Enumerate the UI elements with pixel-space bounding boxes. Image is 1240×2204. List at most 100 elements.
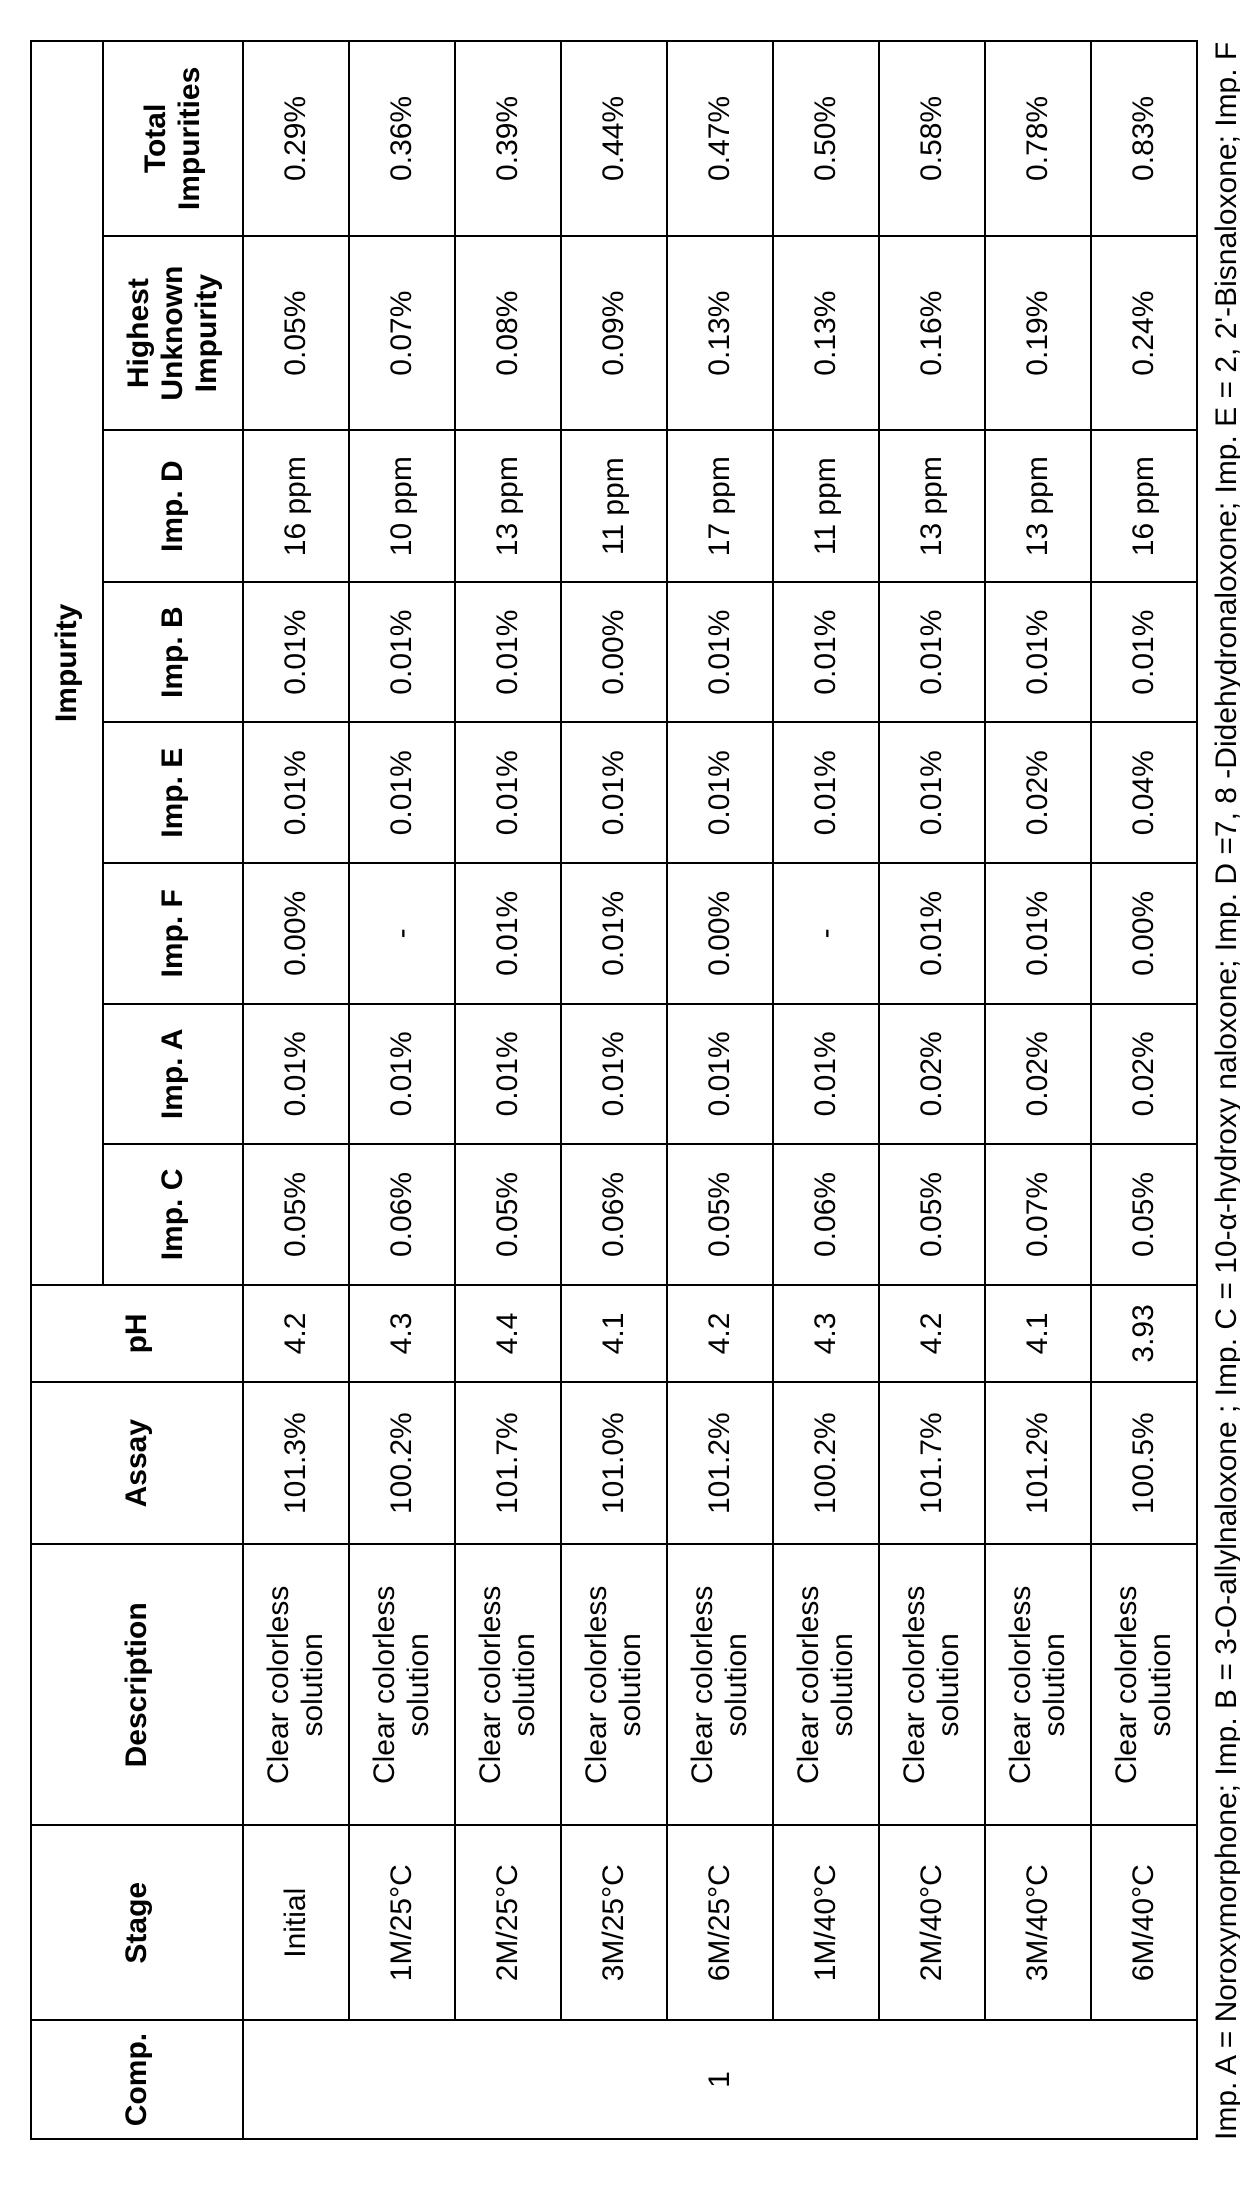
table-row: 2M/25°CClear colorless solution101.7%4.4… <box>455 41 561 2139</box>
cell-hui: 0.24% <box>1091 236 1197 431</box>
impurity-footnote: Imp. A = Noroxymorphone; Imp. B = 3-O-al… <box>1206 40 1240 2140</box>
cell-impD: 11 ppm <box>773 430 879 581</box>
cell-impD: 16 ppm <box>1091 430 1197 581</box>
cell-total: 0.36% <box>349 41 455 236</box>
cell-total: 0.39% <box>455 41 561 236</box>
header-comp: Comp. <box>31 2020 243 2139</box>
cell-desc: Clear colorless solution <box>879 1544 985 1825</box>
table-row: 6M/25°CClear colorless solution101.2%4.2… <box>667 41 773 2139</box>
cell-impA: 0.01% <box>561 1004 667 1145</box>
cell-ph: 4.2 <box>243 1285 349 1382</box>
cell-impE: 0.02% <box>985 722 1091 863</box>
cell-impF: - <box>349 863 455 1004</box>
header-impa: Imp. A <box>103 1004 243 1145</box>
cell-stage: 1M/40°C <box>773 1825 879 2020</box>
cell-assay: 100.2% <box>773 1382 879 1544</box>
cell-stage: 3M/40°C <box>985 1825 1091 2020</box>
cell-impC: 0.05% <box>455 1144 561 1285</box>
table-row: 3M/40°CClear colorless solution101.2%4.1… <box>985 41 1091 2139</box>
cell-impF: 0.01% <box>879 863 985 1004</box>
cell-impE: 0.01% <box>243 722 349 863</box>
comp-cell: 1 <box>243 2020 1197 2139</box>
cell-impB: 0.01% <box>985 582 1091 723</box>
cell-total: 0.50% <box>773 41 879 236</box>
cell-assay: 100.2% <box>349 1382 455 1544</box>
cell-desc: Clear colorless solution <box>243 1544 349 1825</box>
cell-stage: 1M/25°C <box>349 1825 455 2020</box>
cell-impB: 0.01% <box>773 582 879 723</box>
cell-hui: 0.19% <box>985 236 1091 431</box>
header-impb: Imp. B <box>103 582 243 723</box>
cell-impB: 0.01% <box>243 582 349 723</box>
cell-impA: 0.02% <box>985 1004 1091 1145</box>
stability-data-table: Comp. Stage Description Assay pH Impurit… <box>30 40 1198 2140</box>
cell-desc: Clear colorless solution <box>667 1544 773 1825</box>
header-impurity-group: Impurity <box>31 41 103 1285</box>
cell-impC: 0.05% <box>879 1144 985 1285</box>
cell-impC: 0.06% <box>349 1144 455 1285</box>
cell-assay: 101.2% <box>985 1382 1091 1544</box>
cell-impD: 17 ppm <box>667 430 773 581</box>
header-assay: Assay <box>31 1382 243 1544</box>
cell-impA: 0.01% <box>243 1004 349 1145</box>
header-impf: Imp. F <box>103 863 243 1004</box>
table-row: 3M/25°CClear colorless solution101.0%4.1… <box>561 41 667 2139</box>
table-row: 1M/25°CClear colorless solution100.2%4.3… <box>349 41 455 2139</box>
header-total: Total Impurities <box>103 41 243 236</box>
cell-assay: 101.0% <box>561 1382 667 1544</box>
cell-ph: 4.1 <box>561 1285 667 1382</box>
cell-impB: 0.01% <box>349 582 455 723</box>
cell-hui: 0.05% <box>243 236 349 431</box>
cell-impD: 11 ppm <box>561 430 667 581</box>
cell-impA: 0.01% <box>455 1004 561 1145</box>
cell-impF: - <box>773 863 879 1004</box>
cell-impC: 0.06% <box>773 1144 879 1285</box>
cell-impE: 0.01% <box>773 722 879 863</box>
cell-impA: 0.01% <box>349 1004 455 1145</box>
cell-ph: 4.2 <box>667 1285 773 1382</box>
table-row: 2M/40°CClear colorless solution101.7%4.2… <box>879 41 985 2139</box>
header-impc: Imp. C <box>103 1144 243 1285</box>
cell-impE: 0.04% <box>1091 722 1197 863</box>
cell-hui: 0.08% <box>455 236 561 431</box>
cell-impE: 0.01% <box>561 722 667 863</box>
cell-impF: 0.00% <box>243 863 349 1004</box>
cell-impB: 0.01% <box>879 582 985 723</box>
cell-total: 0.58% <box>879 41 985 236</box>
cell-ph: 4.3 <box>773 1285 879 1382</box>
cell-stage: 2M/25°C <box>455 1825 561 2020</box>
cell-impF: 0.00% <box>667 863 773 1004</box>
cell-assay: 101.7% <box>879 1382 985 1544</box>
cell-impC: 0.05% <box>1091 1144 1197 1285</box>
cell-hui: 0.16% <box>879 236 985 431</box>
cell-stage: 2M/40°C <box>879 1825 985 2020</box>
cell-assay: 101.7% <box>455 1382 561 1544</box>
cell-hui: 0.09% <box>561 236 667 431</box>
cell-assay: 100.5% <box>1091 1382 1197 1544</box>
table-row: 6M/40°CClear colorless solution100.5%3.9… <box>1091 41 1197 2139</box>
cell-impF: 0.01% <box>561 863 667 1004</box>
cell-desc: Clear colorless solution <box>1091 1544 1197 1825</box>
cell-desc: Clear colorless solution <box>561 1544 667 1825</box>
cell-total: 0.83% <box>1091 41 1197 236</box>
cell-impD: 13 ppm <box>455 430 561 581</box>
cell-ph: 4.3 <box>349 1285 455 1382</box>
cell-desc: Clear colorless solution <box>349 1544 455 1825</box>
cell-impE: 0.01% <box>667 722 773 863</box>
cell-stage: Initial <box>243 1825 349 2020</box>
header-hui: Highest Unknown Impurity <box>103 236 243 431</box>
cell-total: 0.78% <box>985 41 1091 236</box>
cell-impF: 0.00% <box>1091 863 1197 1004</box>
header-description: Description <box>31 1544 243 1825</box>
cell-total: 0.47% <box>667 41 773 236</box>
cell-impD: 16 ppm <box>243 430 349 581</box>
cell-impB: 0.01% <box>455 582 561 723</box>
cell-stage: 6M/40°C <box>1091 1825 1197 2020</box>
cell-hui: 0.07% <box>349 236 455 431</box>
cell-impC: 0.05% <box>667 1144 773 1285</box>
cell-hui: 0.13% <box>773 236 879 431</box>
cell-impD: 13 ppm <box>879 430 985 581</box>
cell-impC: 0.07% <box>985 1144 1091 1285</box>
cell-impD: 13 ppm <box>985 430 1091 581</box>
cell-impB: 0.01% <box>1091 582 1197 723</box>
